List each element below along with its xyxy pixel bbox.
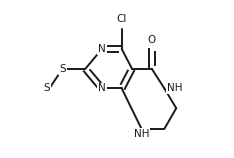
Text: S: S <box>43 83 50 94</box>
Text: O: O <box>148 35 156 45</box>
Text: NH: NH <box>134 129 149 139</box>
Text: N: N <box>98 83 106 94</box>
Text: NH: NH <box>167 83 182 94</box>
Text: Cl: Cl <box>117 15 127 24</box>
Text: S: S <box>59 64 66 74</box>
Text: N: N <box>98 44 106 54</box>
